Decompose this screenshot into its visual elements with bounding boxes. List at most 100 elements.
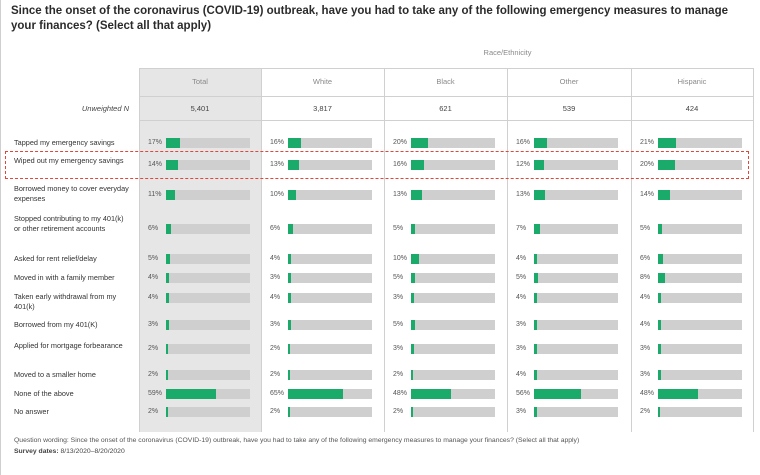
bar-track — [288, 160, 372, 170]
bar-track — [534, 160, 618, 170]
bar-track — [411, 407, 495, 417]
data-label: 3% — [270, 321, 281, 328]
bar-track — [411, 389, 495, 399]
bar — [534, 160, 544, 170]
data-label: 5% — [640, 225, 651, 232]
data-label: 6% — [640, 255, 651, 262]
data-label: 14% — [640, 191, 655, 198]
bar — [288, 190, 296, 200]
bar — [288, 160, 299, 170]
chart-title: Since the onset of the coronavirus (COVI… — [11, 5, 728, 32]
bar — [658, 293, 661, 303]
bar-track — [166, 273, 250, 283]
unweighted-n-black: 621 — [439, 104, 452, 113]
bar-track — [166, 320, 250, 330]
row-label: No answer — [14, 407, 49, 416]
bar — [288, 224, 293, 234]
column-header-other: Other — [559, 77, 579, 86]
bar — [534, 138, 547, 148]
bar-track — [166, 190, 250, 200]
highlight-box — [5, 151, 749, 179]
bar-track — [288, 190, 372, 200]
data-label: 4% — [516, 294, 527, 301]
data-label: 4% — [516, 255, 527, 262]
bar — [658, 254, 663, 264]
bar — [411, 224, 415, 234]
bar — [166, 224, 171, 234]
row-label: Moved in with a family member — [14, 273, 115, 282]
row-label: Borrowed money to cover everyday expense… — [14, 184, 129, 203]
bar-track — [166, 138, 250, 148]
data-label: 5% — [393, 274, 404, 281]
bar — [288, 273, 291, 283]
data-label: 2% — [148, 408, 159, 415]
data-label: 3% — [516, 408, 527, 415]
column-header-hispanic: Hispanic — [677, 77, 707, 86]
bar-track — [534, 344, 618, 354]
bar — [288, 407, 290, 417]
bar — [166, 138, 180, 148]
data-label: 17% — [148, 139, 163, 146]
bar-track — [411, 344, 495, 354]
bar — [411, 344, 414, 354]
bar — [411, 370, 413, 380]
bar — [411, 273, 415, 283]
bar-track — [166, 370, 250, 380]
bar-track — [288, 320, 372, 330]
unweighted-n-other: 539 — [562, 104, 576, 113]
data-label: 21% — [640, 139, 655, 146]
data-label: 2% — [393, 408, 404, 415]
bar — [166, 370, 168, 380]
bar — [658, 138, 676, 148]
data-label: 8% — [640, 274, 651, 281]
bar-track — [534, 389, 618, 399]
grid-hline — [139, 68, 753, 69]
data-label: 6% — [270, 225, 281, 232]
data-label: 16% — [516, 139, 531, 146]
data-label: 4% — [640, 294, 651, 301]
bar — [658, 344, 661, 354]
grid-hline — [139, 96, 753, 97]
bar — [534, 370, 537, 380]
bar-track — [658, 224, 742, 234]
bar-track — [411, 224, 495, 234]
data-label: 56% — [516, 390, 531, 397]
survey-dates-value: 8/13/2020–8/20/2020 — [60, 448, 125, 455]
bar-track — [534, 138, 618, 148]
bar — [534, 224, 540, 234]
bar — [658, 224, 662, 234]
bar — [288, 344, 290, 354]
bar-track — [166, 407, 250, 417]
data-label: 7% — [516, 225, 527, 232]
bar-track — [658, 370, 742, 380]
bar-track — [288, 344, 372, 354]
bar-track — [411, 273, 495, 283]
bar — [288, 320, 291, 330]
bar-track — [411, 160, 495, 170]
bar-track — [534, 370, 618, 380]
column-header-black: Black — [436, 77, 455, 86]
bar — [411, 320, 415, 330]
grid-vline — [384, 68, 385, 432]
unweighted-n-white: 3,817 — [313, 104, 332, 113]
data-label: 4% — [148, 294, 159, 301]
bar — [658, 160, 675, 170]
bar-track — [166, 254, 250, 264]
bar — [411, 160, 424, 170]
grid-vline — [261, 68, 262, 432]
bar — [166, 320, 169, 330]
bar-track — [411, 254, 495, 264]
bar — [288, 389, 343, 399]
data-label: 2% — [640, 408, 651, 415]
bar-track — [411, 190, 495, 200]
bar-track — [658, 344, 742, 354]
row-label: Wiped out my emergency savings — [14, 156, 124, 165]
data-label: 20% — [640, 161, 655, 168]
data-label: 10% — [270, 191, 285, 198]
data-label: 3% — [516, 345, 527, 352]
bar — [534, 293, 537, 303]
data-label: 48% — [640, 390, 655, 397]
grid-vline — [507, 68, 508, 432]
bar-track — [658, 190, 742, 200]
bar-track — [534, 273, 618, 283]
